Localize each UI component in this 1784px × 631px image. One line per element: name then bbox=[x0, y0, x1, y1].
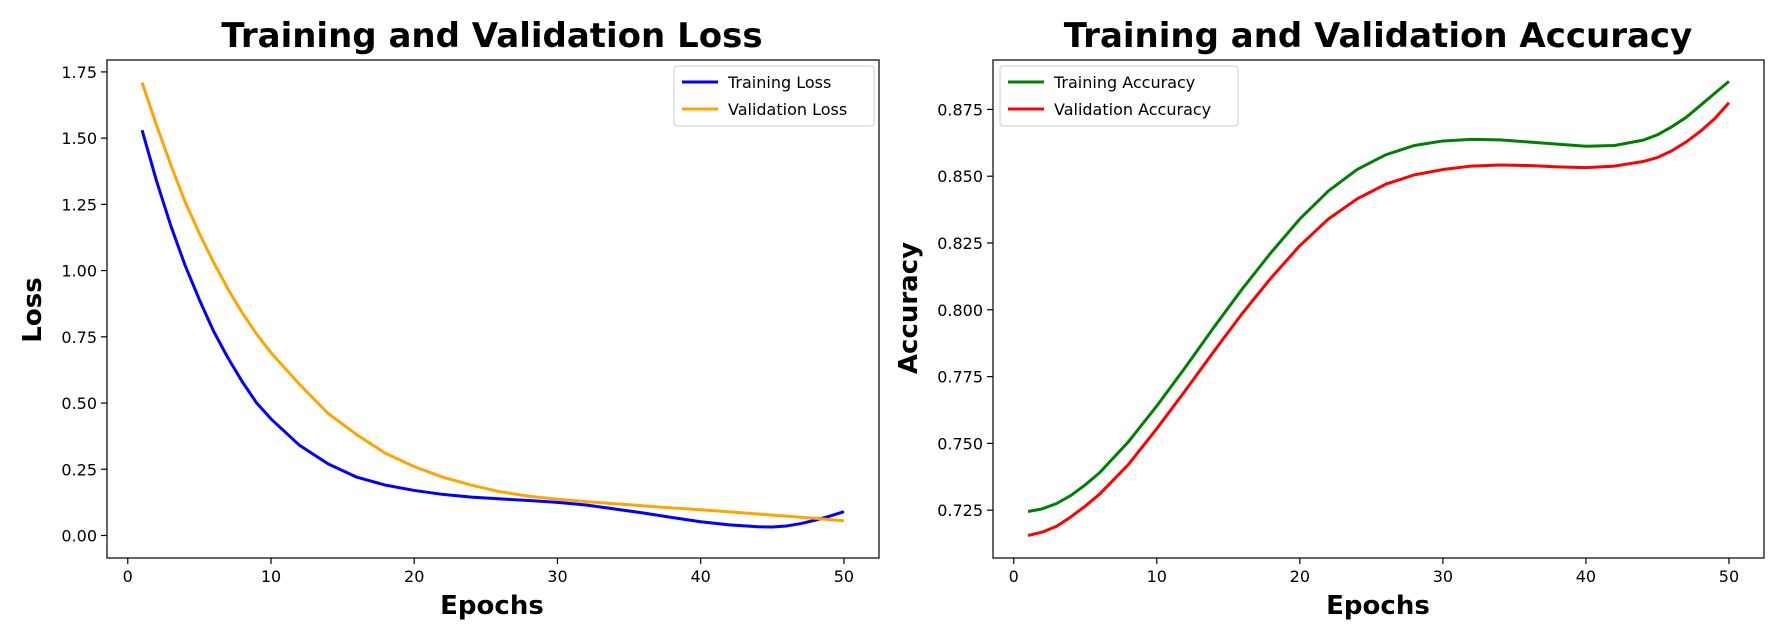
accuracy-chart-title: Training and Validation Accuracy bbox=[1064, 16, 1693, 56]
chart0-legend-label-0: Training Loss bbox=[727, 73, 831, 92]
chart1-y-tick-label: 0.750 bbox=[937, 434, 983, 453]
chart0-y-tick-label: 0.50 bbox=[61, 394, 97, 413]
chart0-plot-frame bbox=[106, 59, 880, 559]
chart0-x-tick-label: 40 bbox=[691, 567, 711, 586]
chart0-x-tick-label: 20 bbox=[404, 567, 424, 586]
chart0-series-line-1 bbox=[140, 82, 845, 523]
chart0-y-tick-label: 1.25 bbox=[61, 195, 97, 214]
chart0-x-tick-label: 0 bbox=[123, 567, 133, 586]
loss-chart-title: Training and Validation Loss bbox=[221, 16, 762, 56]
chart1-y-tick-label: 0.725 bbox=[937, 501, 983, 520]
chart1-x-tick-label: 30 bbox=[1433, 567, 1453, 586]
chart0-x-tick-label: 30 bbox=[547, 567, 567, 586]
accuracy-plot-area: 0 10 20 30 40 50 0.725 0.750 0.775 0.800 0.825 0.85… bbox=[937, 59, 1765, 586]
chart0-y-tick-label: 0.25 bbox=[61, 460, 97, 479]
chart1-series-line-0 bbox=[1027, 80, 1730, 513]
chart1-x-tick-label: 20 bbox=[1290, 567, 1310, 586]
chart0-series-line-0 bbox=[140, 129, 845, 529]
chart1-x-tick-label: 10 bbox=[1147, 567, 1167, 586]
accuracy-x-axis-label: Epochs bbox=[1326, 591, 1430, 621]
chart0-legend-box bbox=[673, 65, 875, 127]
chart1-legend-label-1: Validation Accuracy bbox=[1054, 100, 1211, 119]
accuracy-chart: Training and Validation Accuracy 0 10 20 30… bbox=[894, 16, 1765, 621]
chart0-legend-label-1: Validation Loss bbox=[728, 100, 847, 119]
chart1-y-tick-label: 0.875 bbox=[937, 100, 983, 119]
loss-plot-area: 0 10 20 30 40 50 0.00 0.25 0.50 0.75 1.00 1.25 1.50 1… bbox=[61, 59, 880, 586]
chart1-legend-label-0: Training Accuracy bbox=[1053, 73, 1195, 92]
chart1-plot-frame bbox=[992, 59, 1765, 559]
loss-x-axis-label: Epochs bbox=[440, 591, 544, 621]
chart0-y-tick-label: 1.75 bbox=[61, 63, 97, 82]
chart0-x-tick-label: 50 bbox=[834, 567, 854, 586]
chart0-x-tick-label: 10 bbox=[261, 567, 281, 586]
accuracy-y-axis-label: Accuracy bbox=[894, 242, 924, 374]
chart0-y-tick-label: 0.00 bbox=[61, 526, 97, 545]
chart1-y-tick-label: 0.800 bbox=[937, 301, 983, 320]
chart1-x-tick-label: 0 bbox=[1009, 567, 1019, 586]
chart1-legend: Training Accuracy Validation Accuracy bbox=[999, 65, 1239, 127]
loss-y-axis-label: Loss bbox=[18, 277, 48, 342]
chart1-y-tick-label: 0.825 bbox=[937, 234, 983, 253]
chart1-y-tick-label: 0.775 bbox=[937, 368, 983, 387]
chart1-x-tick-label: 50 bbox=[1719, 567, 1739, 586]
chart0-y-tick-label: 1.00 bbox=[61, 262, 97, 281]
chart1-y-tick-label: 0.850 bbox=[937, 167, 983, 186]
chart0-y-tick-label: 0.75 bbox=[61, 328, 97, 347]
chart1-legend-box bbox=[999, 65, 1239, 127]
chart1-series-line-1 bbox=[1027, 101, 1731, 538]
chart0-legend: Training Loss Validation Loss bbox=[673, 65, 875, 127]
chart1-x-tick-label: 40 bbox=[1576, 567, 1596, 586]
loss-chart: Training and Validation Loss 0 10 20 30 40 50… bbox=[18, 16, 880, 621]
chart0-y-tick-label: 1.50 bbox=[61, 129, 97, 148]
